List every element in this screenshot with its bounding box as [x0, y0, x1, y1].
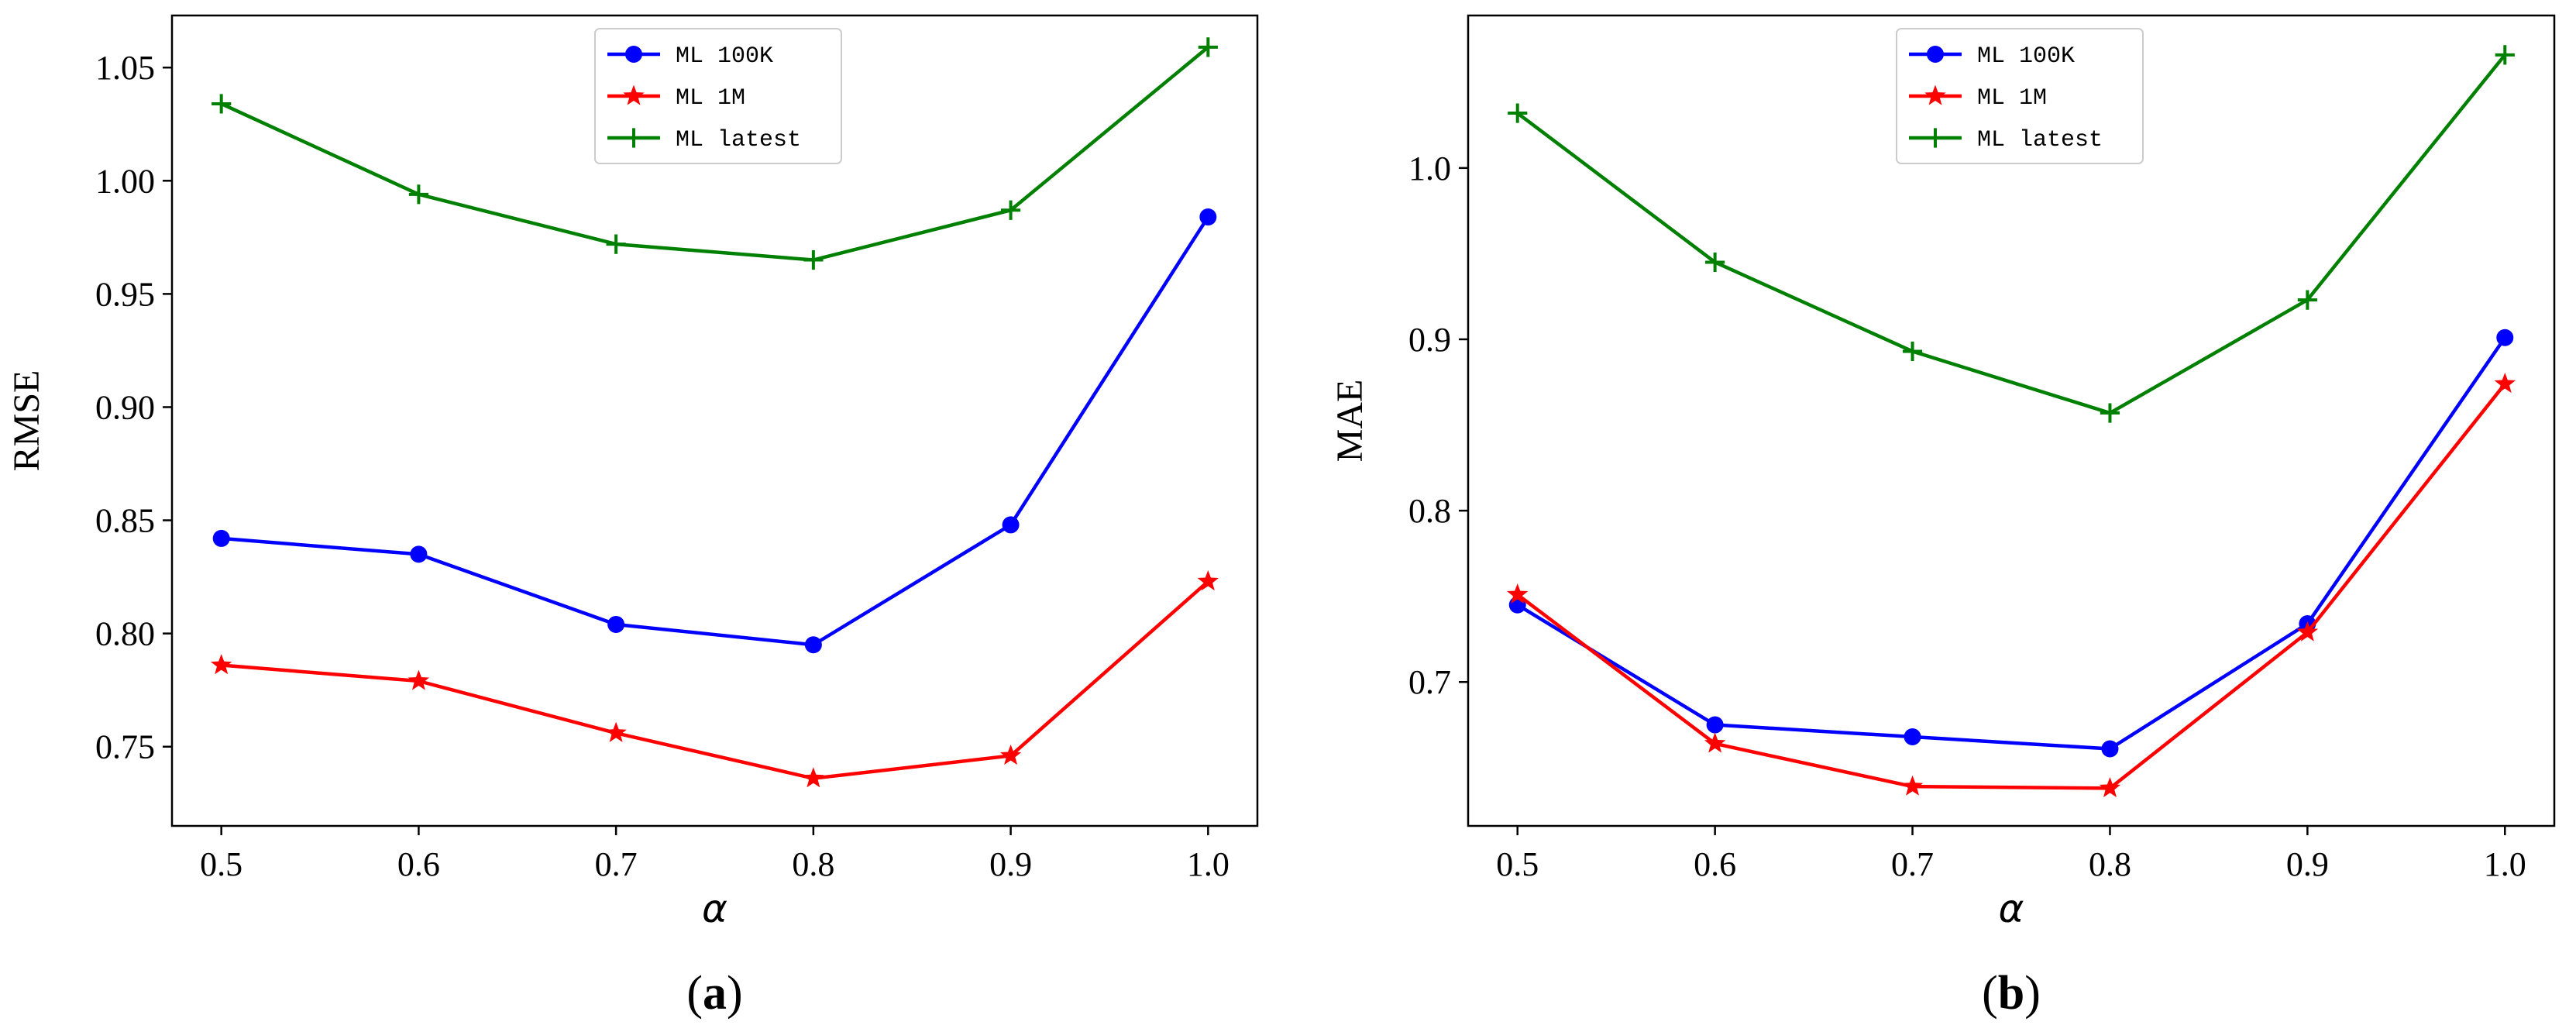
data-point-circle — [2496, 329, 2514, 346]
legend-marker-star — [623, 84, 645, 105]
y-tick-label: 0.85 — [95, 502, 155, 540]
y-tick-label: 1.05 — [95, 49, 155, 87]
data-point-plus — [2297, 290, 2317, 310]
series-line — [1516, 53, 2507, 415]
x-tick-label: 0.7 — [1891, 845, 1934, 883]
series-ml-latest — [1508, 45, 2515, 423]
data-point-plus — [1198, 37, 1218, 57]
x-tick-label: 0.7 — [595, 845, 638, 883]
data-point-circle — [2101, 740, 2119, 758]
data-point-star — [1901, 775, 1924, 796]
x-tick-label: 0.9 — [2286, 845, 2329, 883]
series-ml-1m — [1507, 373, 2516, 797]
y-tick-label: 1.0 — [1408, 150, 1451, 187]
series-line — [221, 215, 1210, 647]
data-point-plus — [408, 184, 429, 205]
data-point-plus — [1902, 341, 1923, 362]
y-tick-label: 0.8 — [1408, 492, 1451, 530]
legend-marker-circle — [1927, 46, 1944, 63]
legend-box — [594, 28, 842, 164]
legend-label: ML 1M — [676, 85, 745, 112]
panel-label: (b) — [1982, 967, 2041, 1020]
legend: ML 100K ML 1M ML latest — [594, 28, 842, 164]
data-point-star — [408, 669, 430, 690]
y-tick-label: 0.7 — [1408, 663, 1451, 701]
data-point-circle — [1199, 208, 1217, 226]
series-line — [220, 46, 1209, 262]
panel-label: (a) — [686, 967, 742, 1020]
data-point-plus — [1508, 103, 1528, 123]
series-ml-latest — [212, 37, 1218, 270]
data-point-plus — [212, 94, 232, 114]
x-tick-label: 0.6 — [1694, 845, 1736, 883]
series-ml-1m — [210, 570, 1219, 788]
data-point-star — [2099, 776, 2121, 797]
legend-marker-circle — [625, 46, 642, 63]
x-axis-title: α — [702, 886, 727, 931]
legend-box — [1896, 28, 2144, 164]
x-tick-label: 1.0 — [1187, 845, 1230, 883]
data-point-circle — [607, 615, 625, 633]
data-point-star — [1197, 570, 1219, 591]
legend-marker-star — [1924, 84, 1946, 105]
data-point-star — [2296, 621, 2319, 642]
plot-frame — [170, 14, 1259, 827]
data-point-plus — [2495, 45, 2515, 65]
plot-frame — [1467, 14, 2556, 827]
legend-label: ML latest — [676, 127, 801, 153]
legend-label: ML 100K — [676, 43, 773, 70]
data-point-circle — [1002, 516, 1020, 534]
data-point-plus — [803, 249, 824, 270]
series-ml-100k — [212, 208, 1217, 654]
y-axis-title: MAE — [1329, 380, 1371, 463]
data-point-star — [1704, 732, 1726, 753]
legend-marker-plus — [1925, 128, 1945, 148]
data-point-plus — [1705, 252, 1725, 273]
y-tick-label: 0.75 — [95, 728, 155, 766]
x-tick-label: 0.8 — [792, 845, 834, 883]
y-tick-label: 1.00 — [95, 162, 155, 200]
x-tick-label: 0.5 — [1496, 845, 1539, 883]
series-line — [1516, 336, 2507, 751]
y-tick-label: 0.80 — [95, 615, 155, 653]
data-point-plus — [1000, 200, 1021, 220]
x-tick-label: 0.6 — [397, 845, 440, 883]
x-tick-label: 0.9 — [989, 845, 1032, 883]
data-point-star — [803, 767, 824, 788]
data-point-circle — [1904, 728, 1921, 746]
data-point-star — [605, 721, 627, 742]
data-point-circle — [1706, 716, 1724, 734]
series-line — [221, 580, 1209, 780]
legend: ML 100K ML 1M ML latest — [1896, 28, 2144, 164]
data-point-circle — [212, 529, 230, 547]
series-ml-100k — [1508, 329, 2514, 758]
legend-label: ML 1M — [1977, 85, 2047, 112]
chart-panel-a: 0.5 0.6 0.7 0.8 0.9 1.0 0.75 0.80 0.85 0.90 0.95 1.… — [6, 14, 1259, 1020]
y-axis-title: RMSE — [6, 370, 47, 472]
data-point-plus — [606, 234, 626, 254]
data-point-circle — [410, 545, 428, 563]
legend-marker-plus — [624, 128, 644, 148]
legend-label: ML latest — [1977, 127, 2103, 153]
chart-panel-b: 0.5 0.6 0.7 0.8 0.9 1.0 0.7 0.8 0.9 1.0 α MAE ML 100… — [1329, 14, 2556, 1020]
y-tick-label: 0.95 — [95, 275, 155, 313]
x-tick-label: 0.8 — [2089, 845, 2131, 883]
y-tick-label: 0.9 — [1408, 321, 1451, 359]
x-tick-label: 1.0 — [2484, 845, 2526, 883]
legend-label: ML 100K — [1977, 43, 2075, 70]
data-point-circle — [804, 636, 822, 654]
data-point-star — [210, 654, 232, 675]
data-point-star — [999, 745, 1022, 765]
y-tick-label: 0.90 — [95, 388, 155, 426]
data-point-star — [1507, 583, 1529, 604]
data-point-plus — [2100, 403, 2120, 423]
series-line — [1516, 383, 2507, 790]
data-point-star — [2494, 373, 2516, 394]
x-tick-label: 0.5 — [200, 845, 242, 883]
x-axis-title: α — [1999, 886, 2024, 931]
